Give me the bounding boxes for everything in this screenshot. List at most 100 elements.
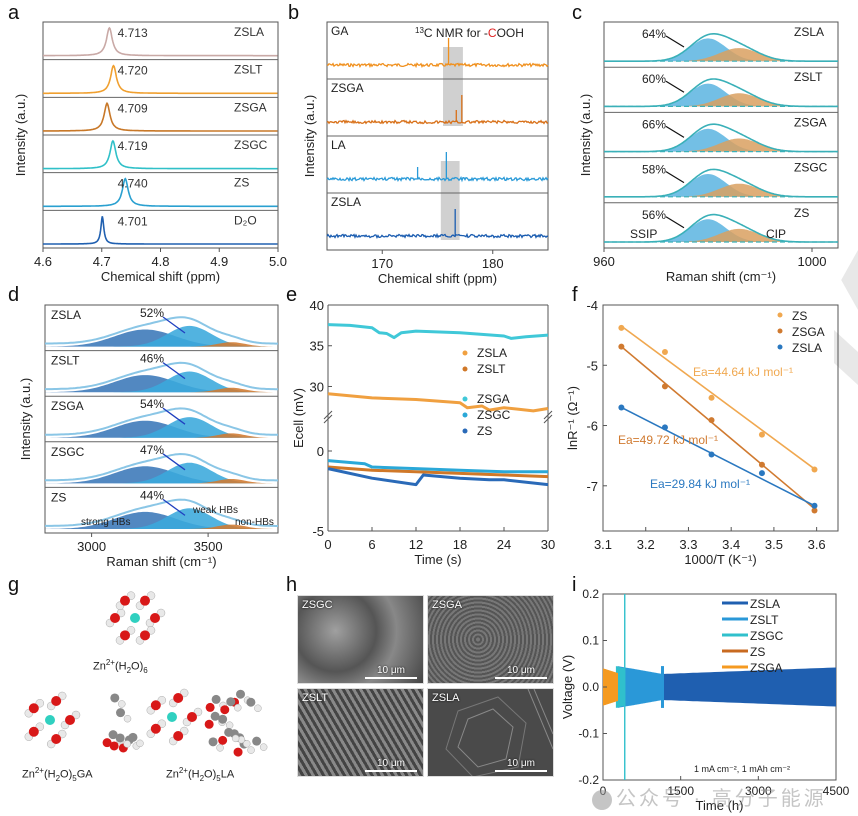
- non-hb-area: [45, 524, 278, 529]
- fit-line-zsla: [621, 406, 815, 507]
- title-superscript: 13: [415, 26, 424, 35]
- series-label: ZSLA: [331, 195, 361, 209]
- envelope-line: [45, 452, 278, 482]
- oxygen-atom: [109, 741, 119, 751]
- x-axis-title: Chemical shift (ppm): [378, 271, 497, 286]
- x-tick-label: 4.9: [210, 254, 228, 269]
- y-tick-label: 0.0: [582, 680, 599, 694]
- legend-marker: [462, 366, 468, 372]
- legend-label: ZS: [750, 645, 765, 659]
- legend-label: ZSLA: [750, 597, 780, 611]
- legend-label: ZSLA: [477, 346, 507, 360]
- hydrogen-atom: [259, 743, 268, 751]
- sem-image-zsla: ZSLA 10 μm: [427, 688, 554, 777]
- panel-label-h: h: [286, 574, 298, 596]
- chart-title: 13C NMR for -COOH: [415, 26, 524, 40]
- x-tick-label: 4.8: [151, 254, 169, 269]
- x-tick-label: 4.6: [34, 254, 52, 269]
- pointer-arrow: [665, 80, 685, 93]
- carbon-atom: [224, 727, 234, 737]
- data-point-zsga: [811, 507, 818, 514]
- series-label: ZSGA: [794, 115, 827, 129]
- chart-c-raman-so4: 64% ZSLA 60% ZSLT 66% ZSGA 58% ZSGC 56% ZS SSIP CIP…: [578, 21, 839, 284]
- legend-marker: [777, 312, 783, 318]
- ssip-area: [604, 38, 838, 62]
- fit-line-zsga: [620, 345, 816, 510]
- data-point-zs: [708, 394, 715, 401]
- spectrum-line-d2o: [43, 216, 278, 245]
- structure-caption-zn-h2o6: Zn2+(H2O)6: [93, 658, 148, 675]
- ecell-line-zslt: [327, 465, 549, 479]
- pointer-line: [162, 316, 186, 334]
- x-tick-label: 3.3: [679, 537, 697, 552]
- legend-label: ZSLT: [750, 613, 779, 627]
- peak-label: 4.720: [118, 64, 148, 78]
- x-tick-label: 1500: [667, 784, 694, 798]
- y-tick-label: 0: [317, 444, 324, 459]
- pointer-line: [162, 362, 186, 380]
- structures-g: [24, 591, 268, 757]
- title-part: C NMR for -: [424, 26, 488, 40]
- condition-label: 1 mA cm⁻², 1 mAh cm⁻²: [694, 764, 790, 774]
- sem-label: ZSLT: [302, 692, 329, 704]
- non-hb-area: [45, 433, 278, 438]
- voltage-spike-zslt: [660, 666, 664, 708]
- pointer-line: [162, 498, 186, 516]
- sem-label: ZSGA: [432, 599, 462, 611]
- hydrogen-atom: [123, 740, 131, 748]
- data-point-zsla: [811, 502, 818, 509]
- series-label: ZS: [234, 176, 249, 190]
- data-point-zsga: [708, 417, 715, 424]
- spectrum-line-zsga: [43, 101, 278, 132]
- chart-i-cycling: ZSLA ZSLT ZSGC ZS ZSGA 1 mA cm⁻², 1 mAh cm⁻² 0…: [560, 587, 850, 813]
- weak-hb-area: [45, 462, 278, 484]
- activation-energy-label: Ea=44.64 kJ mol⁻¹: [693, 365, 793, 379]
- chart-d-raman-oh: 52% ZSLA 46% ZSLT 54% ZSGA 47% ZSGC 44% ZS strong …: [18, 304, 279, 569]
- series-label: ZS: [794, 206, 809, 220]
- title-part: OOH: [497, 26, 524, 40]
- legend-marker: [462, 396, 468, 402]
- sem-label: ZSLA: [432, 692, 460, 704]
- peak-label: 4.740: [118, 177, 148, 191]
- carbon-atom: [116, 708, 126, 718]
- y-axis-title: Intensity (a.u.): [578, 94, 593, 176]
- y-tick-label: 30: [310, 379, 324, 394]
- nmr-trace-la: [326, 175, 549, 183]
- ssip-percent-label: 56%: [642, 208, 666, 222]
- panel-label-i: i: [572, 574, 577, 596]
- oxygen-atom: [140, 630, 150, 641]
- data-point-zsga: [758, 461, 765, 468]
- title-red-carbon: C: [488, 26, 497, 40]
- weak-hb-area: [45, 371, 278, 393]
- oxygen-atom: [28, 703, 39, 714]
- legend-label: ZS: [477, 424, 492, 438]
- x-tick-label: 30: [541, 537, 555, 552]
- y-axis-title: Intensity (a.u.): [13, 94, 28, 176]
- cip-area: [604, 93, 838, 107]
- plot-frame: [602, 304, 839, 532]
- series-label: ZSGA: [51, 399, 84, 413]
- y-tick-label: -0.1: [578, 727, 599, 741]
- x-tick-label: 180: [482, 256, 504, 271]
- peak-label: 4.701: [118, 214, 148, 228]
- oxygen-atom: [120, 595, 130, 606]
- carbon-atom: [226, 697, 236, 707]
- x-tick-label: 4500: [823, 784, 850, 798]
- legend-label: ZSLA: [792, 341, 822, 355]
- cip-area: [604, 228, 838, 242]
- x-tick-label: 3000: [77, 539, 106, 554]
- x-tick-label: 3000: [745, 784, 772, 798]
- y-axis-title: Voltage (V): [560, 655, 575, 719]
- annotation-non-hbs: non-HBs: [235, 517, 274, 528]
- envelope-line: [45, 498, 278, 527]
- oxygen-atom: [150, 723, 161, 734]
- nmr-trace-zsla: [326, 232, 549, 240]
- nmr-trace-ga: [326, 62, 549, 69]
- oxygen-atom: [173, 731, 184, 742]
- oxygen-atom: [140, 595, 150, 606]
- carbon-atom: [208, 737, 218, 747]
- x-axis-title: Time (s): [414, 552, 461, 567]
- panel-label-f: f: [572, 284, 578, 306]
- panel-label-d: d: [8, 284, 20, 306]
